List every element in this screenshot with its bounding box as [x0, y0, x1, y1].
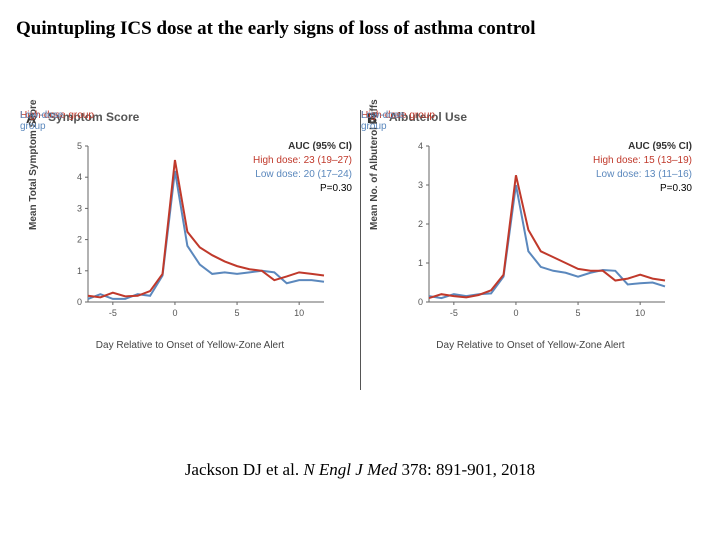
svg-text:0: 0	[77, 297, 82, 307]
label-low-dose: Low-dosegroup	[361, 110, 404, 132]
svg-text:10: 10	[294, 308, 304, 318]
svg-text:10: 10	[635, 308, 645, 318]
page-title: Quintupling ICS dose at the early signs …	[16, 18, 536, 40]
panel-b: B Albuterol Use Mean No. of Albuterol Pu…	[360, 110, 700, 390]
svg-text:-5: -5	[109, 308, 117, 318]
citation-journal: N Engl J Med	[303, 460, 397, 479]
svg-text:0: 0	[513, 308, 518, 318]
svg-text:1: 1	[418, 258, 423, 268]
citation-authors: Jackson DJ et al.	[185, 460, 299, 479]
svg-text:4: 4	[418, 141, 423, 151]
citation-ref: 378: 891-901, 2018	[402, 460, 536, 479]
x-axis-label: Day Relative to Onset of Yellow-Zone Ale…	[20, 340, 360, 351]
svg-text:1: 1	[77, 266, 82, 276]
citation: Jackson DJ et al. N Engl J Med 378: 891-…	[0, 460, 720, 480]
svg-text:5: 5	[576, 308, 581, 318]
svg-text:5: 5	[77, 141, 82, 151]
label-low-dose: Low-dosegroup	[20, 110, 63, 132]
svg-text:3: 3	[77, 203, 82, 213]
svg-text:0: 0	[418, 297, 423, 307]
panel-a: A Symptom Score Mean Total Symptom Score…	[20, 110, 360, 390]
svg-text:3: 3	[418, 180, 423, 190]
svg-text:5: 5	[235, 308, 240, 318]
x-axis-label: Day Relative to Onset of Yellow-Zone Ale…	[361, 340, 700, 351]
svg-text:2: 2	[77, 235, 82, 245]
svg-text:2: 2	[418, 219, 423, 229]
svg-text:-5: -5	[450, 308, 458, 318]
svg-text:4: 4	[77, 172, 82, 182]
panels-container: A Symptom Score Mean Total Symptom Score…	[20, 110, 700, 390]
svg-text:0: 0	[172, 308, 177, 318]
plot-area-b: 0 1 2 3 4 -5 0 5 10	[411, 140, 671, 320]
plot-area-a: 0 1 2 3 4 5 -5 0 5 10	[70, 140, 330, 320]
